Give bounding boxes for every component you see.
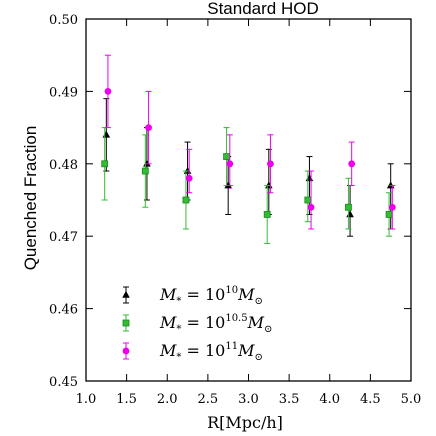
x-tick-label: 3.0 [238,392,259,407]
axis-ticks: 1.0 1.5 2.0 2.5 3.0 3.5 4.0 4.5 5.0 0.45 0.46 0.47 0… [49,13,421,407]
x-tick-label: 4.5 [360,392,381,407]
x-tick-label: 4.0 [319,392,340,407]
data-point [223,153,230,160]
data-point [263,211,271,218]
x-tick-label: 3.5 [279,392,300,407]
x-tick-label: 1.0 [76,392,97,407]
legend-marker [122,319,130,327]
data-point [104,88,112,95]
y-tick-label: 0.47 [49,230,78,245]
data-points [101,54,396,244]
series-2 [101,127,393,244]
legend-label: M* = 1010.5M⊙ [159,313,272,335]
data-point [348,160,356,168]
data-point [305,174,314,182]
data-point [385,211,393,218]
chart-title: Standard HOD [207,0,319,18]
data-point [101,160,109,168]
data-point [265,181,273,189]
x-axis-label: R[Mpc/h] [207,413,283,432]
legend-entry: M* = 1011M⊙ [122,341,263,363]
data-point [185,174,193,182]
legend-entry: M* = 1010M⊙ [122,285,263,307]
data-point [386,181,395,189]
y-tick-label: 0.50 [49,13,78,28]
data-point [141,167,149,175]
data-point [304,196,312,204]
legend-entry: M* = 1010.5M⊙ [122,313,272,335]
legend-marker [122,347,130,355]
y-tick-label: 0.46 [49,303,78,318]
y-tick-label: 0.49 [49,85,78,100]
x-tick-label: 2.0 [157,392,178,407]
y-axis-label: Quenched Fraction [21,126,40,271]
series-1 [102,98,395,237]
data-point [346,210,354,218]
data-point [307,203,315,211]
data-point [102,130,111,138]
data-point [145,124,152,131]
data-point [345,203,352,211]
data-point [182,196,190,204]
data-point [388,203,396,211]
x-tick-label: 5.0 [401,392,422,407]
data-point [267,160,274,168]
legend-label: M* = 1011M⊙ [159,341,263,363]
data-point [226,160,234,168]
legend: M* = 1010M⊙ M* = 1010.5M⊙ M* = 1011M⊙ [122,285,272,363]
series-3 [104,54,396,230]
x-tick-label: 1.5 [116,392,137,407]
y-tick-label: 0.48 [49,158,78,173]
x-tick-label: 2.5 [198,392,219,407]
data-point [183,166,192,174]
data-point [224,181,232,189]
data-point [143,159,151,167]
legend-marker [122,290,130,298]
y-tick-label: 0.45 [49,375,78,390]
legend-label: M* = 1010M⊙ [159,285,263,307]
